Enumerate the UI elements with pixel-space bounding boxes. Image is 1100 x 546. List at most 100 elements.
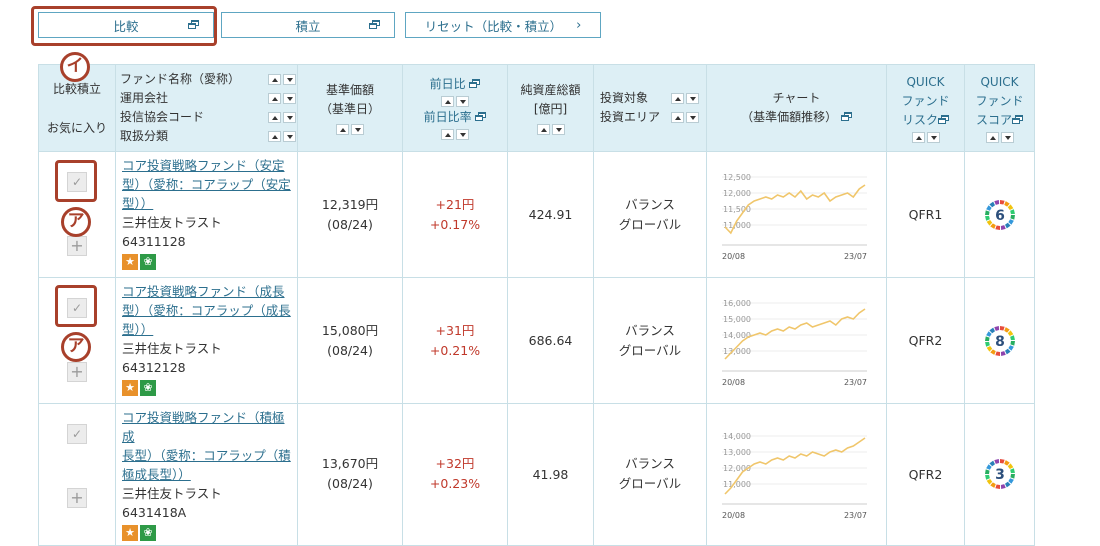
fund-name-link[interactable]: コア投資戦略ファンド（成長 型）（愛称：コアラップ（成長 型）） (122, 282, 291, 339)
header-name-label: ファンド名称（愛称） (120, 72, 241, 86)
fund-name-line: 型）） (122, 196, 154, 211)
price-sparkline-chart[interactable]: 14,000 13,000 12,000 11,000 20/08 23/07 (717, 424, 877, 524)
price-sparkline-chart[interactable]: 12,500 12,000 11,500 11,000 20/08 23/07 (717, 165, 877, 265)
score-ring-segment (1007, 344, 1014, 351)
target-value: バランス (625, 322, 675, 338)
score-ring-segment (1009, 208, 1015, 214)
target-cell: バランス グローバル (593, 277, 707, 404)
sort-desc-button[interactable] (686, 93, 699, 104)
chart-y-tick: 11,000 (723, 480, 751, 489)
compare-checkbox[interactable]: ✓ (67, 172, 87, 192)
sort-asc-button[interactable] (671, 93, 684, 104)
fund-name-link[interactable]: コア投資戦略ファンド（積極成 長型）（愛称：コアラップ（積 極成長型）） (122, 408, 291, 484)
chart-y-tick: 13,000 (723, 347, 751, 356)
reset-button[interactable]: リセット（比較・積立） › (405, 12, 601, 38)
compare-checkbox[interactable]: ✓ (67, 298, 87, 318)
score-ring-segment (994, 484, 1000, 490)
header-aum: 純資産総額 [億円] (507, 64, 594, 152)
sort-asc-button[interactable] (671, 112, 684, 123)
new-window-icon (188, 20, 199, 29)
sort-asc-button[interactable] (985, 131, 999, 143)
chart-y-tick: 14,000 (723, 331, 751, 340)
accumulate-button[interactable]: 積立 (221, 12, 395, 38)
sort-desc-button[interactable] (686, 112, 699, 123)
header-change-yen[interactable]: 前日比 (429, 77, 466, 91)
sort-desc-button[interactable] (456, 129, 469, 140)
new-window-icon[interactable] (840, 112, 852, 121)
sort-desc-button[interactable] (926, 131, 940, 143)
header-score-line3[interactable]: スコア (975, 112, 1012, 127)
score-ring-segment (994, 224, 1000, 230)
header-change: 前日比 前日比率 (402, 64, 508, 152)
score-ring-segment (1004, 348, 1011, 354)
sort-asc-button[interactable] (268, 131, 281, 142)
sprout-badge-icon: ❀ (140, 524, 156, 541)
chart-y-tick: 14,000 (723, 432, 751, 441)
score-ring-segment (985, 330, 992, 337)
score-ring-segment (1009, 340, 1015, 346)
fund-name-link[interactable]: コア投資戦略ファンド（安定 型）（愛称：コアラップ（安定 型）） (122, 156, 291, 213)
score-ring-segment (1003, 460, 1010, 466)
score-ring-segment (986, 345, 992, 352)
favorite-add-button[interactable]: + (67, 362, 87, 382)
fund-name-line: コア投資戦略ファンド（積極成 (122, 410, 285, 444)
accumulate-button-label: 積立 (295, 18, 321, 34)
sort-desc-button[interactable] (1000, 131, 1014, 143)
compare-button[interactable]: 比較 (38, 12, 214, 38)
score-ring-segment (1000, 224, 1006, 230)
header-risk-line3[interactable]: リスク (901, 112, 938, 127)
favorite-add-button[interactable]: + (67, 236, 87, 256)
score-ring-segment (1009, 214, 1015, 220)
change-pct: +0.21% (429, 342, 481, 358)
header-fund-name: ファンド名称（愛称） 運用会社 投信協会コード 取扱分類 (115, 64, 298, 152)
table-row: ✓ + コア投資戦略ファンド（積極成 長型）（愛称：コアラップ（積 極成長型）） 三井住友… (38, 403, 1035, 546)
sort-asc-button[interactable] (336, 123, 349, 135)
sort-desc-button[interactable] (283, 74, 296, 85)
score-ring-segment (985, 464, 992, 471)
score-ring-segment (1007, 478, 1014, 484)
sort-desc-button[interactable] (456, 96, 469, 107)
sort-desc-button[interactable] (351, 123, 364, 135)
score-ring-center (989, 330, 1010, 351)
target-cell: バランス グローバル (593, 403, 707, 546)
sort-asc-button[interactable] (268, 112, 281, 123)
aum-cell: 686.64 (507, 277, 594, 404)
price-sparkline-chart[interactable]: 16,000 15,000 14,000 13,000 20/08 23/07 (717, 291, 877, 391)
area-value: グローバル (618, 476, 682, 492)
sort-desc-button[interactable] (551, 123, 565, 135)
chart-cell: 16,000 15,000 14,000 13,000 20/08 23/07 (706, 277, 887, 404)
chart-y-tick: 12,000 (723, 189, 751, 198)
new-window-icon[interactable] (475, 112, 487, 121)
sort-asc-button[interactable] (441, 96, 454, 107)
sort-asc-button[interactable] (536, 123, 550, 135)
favorite-add-button[interactable]: + (67, 488, 87, 508)
sort-asc-button[interactable] (268, 74, 281, 85)
new-window-icon[interactable] (938, 114, 949, 124)
new-window-icon[interactable] (1012, 114, 1023, 124)
sort-desc-button[interactable] (283, 131, 296, 142)
change-pct: +0.23% (429, 476, 481, 492)
score-ring-center (989, 464, 1010, 485)
sort-desc-button[interactable] (283, 93, 296, 104)
chart-y-tick: 11,000 (723, 221, 751, 230)
new-window-icon[interactable] (469, 79, 481, 88)
area-value: グローバル (618, 342, 682, 358)
score-ring-segment (988, 460, 995, 467)
score-ring-icon: 8 (984, 325, 1015, 356)
nav-date: (08/24) (327, 476, 373, 492)
score-ring-icon: 3 (984, 459, 1015, 490)
sort-asc-button[interactable] (911, 131, 925, 143)
score-ring-segment (999, 459, 1005, 464)
sort-desc-button[interactable] (283, 112, 296, 123)
price-trend-line (723, 183, 865, 234)
header-chart-sub: （基準価額推移） (741, 110, 838, 124)
chart-y-tick: 11,500 (723, 205, 751, 214)
sort-asc-button[interactable] (268, 93, 281, 104)
sort-asc-button[interactable] (441, 129, 454, 140)
score-ring-segment (985, 204, 992, 211)
risk-value: QFR2 (908, 466, 943, 482)
fund-name-line: 型）（愛称：コアラップ（安定 (122, 177, 291, 192)
header-change-pct[interactable]: 前日比率 (423, 110, 472, 124)
score-ring-segment (999, 325, 1005, 331)
compare-checkbox[interactable]: ✓ (67, 424, 87, 444)
